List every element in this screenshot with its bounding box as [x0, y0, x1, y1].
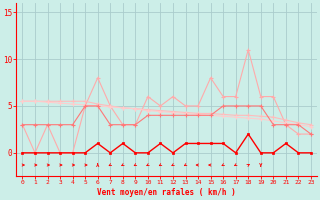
X-axis label: Vent moyen/en rafales ( km/h ): Vent moyen/en rafales ( km/h ) [97, 188, 236, 197]
